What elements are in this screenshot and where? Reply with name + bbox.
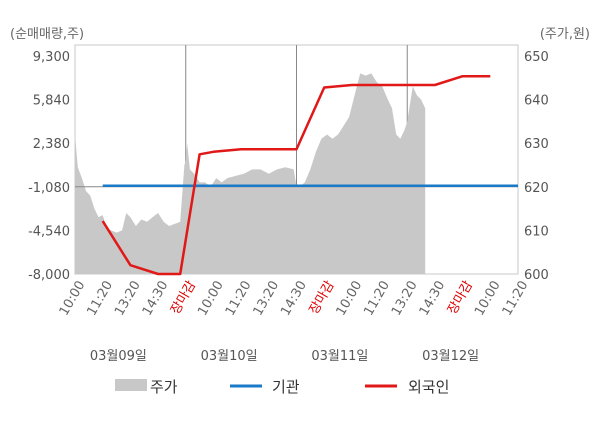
right-tick-label: 600 <box>524 268 549 283</box>
price-area-series <box>75 73 426 275</box>
right-tick-label: 630 <box>524 137 549 152</box>
right-axis-unit-label: (주가,원) <box>540 27 590 42</box>
left-tick-label: 2,380 <box>33 137 70 152</box>
price-area <box>75 73 426 275</box>
time-tick-label: 11:20 <box>223 279 255 319</box>
time-tick-label: 14:30 <box>417 279 449 319</box>
time-tick-label: 13:20 <box>112 279 144 319</box>
time-tick-label: 14:30 <box>278 279 310 319</box>
left-axis-unit-label: (순매매량,주) <box>10 27 84 42</box>
time-tick-label: 10:00 <box>57 279 89 319</box>
time-tick-label: 11:20 <box>500 279 532 319</box>
time-tick-label: 13:20 <box>389 279 421 319</box>
legend: 주가 기관 외국인 <box>115 378 449 396</box>
left-tick-label: -8,000 <box>28 268 70 283</box>
right-tick-label: 640 <box>524 94 549 109</box>
time-tick-label: 10:00 <box>472 279 504 319</box>
legend-label: 외국인 <box>408 378 449 396</box>
legend-label: 주가 <box>150 378 178 396</box>
left-tick-label: -4,540 <box>28 224 70 239</box>
left-axis-ticks: 9,300 5,840 2,380 -1,080 -4,540 -8,000 <box>28 50 70 283</box>
right-tick-label: 620 <box>524 181 549 196</box>
time-tick-label: 11:20 <box>361 279 393 319</box>
left-tick-label: 9,300 <box>33 50 70 65</box>
time-tick-label: 10:00 <box>195 279 227 319</box>
legend-swatch-price <box>115 379 147 391</box>
foreign-line-series <box>101 74 491 276</box>
x-axis-ticks: 10:0011:2013:2014:30장마감10:0011:2013:2014… <box>57 278 532 318</box>
right-tick-label: 650 <box>524 50 549 65</box>
right-axis-ticks: 650 640 630 620 610 600 <box>524 50 549 283</box>
time-tick-label: 14:30 <box>140 279 172 319</box>
time-tick-label: 11:20 <box>84 279 116 319</box>
foreign-line <box>101 74 491 276</box>
legend-label: 기관 <box>272 378 300 396</box>
date-label: 03월09일 <box>90 349 147 364</box>
time-tick-label: 13:20 <box>251 279 283 319</box>
right-tick-label: 610 <box>524 224 549 239</box>
date-label: 03월10일 <box>201 349 258 364</box>
date-label: 03월12일 <box>422 349 479 364</box>
left-tick-label: -1,080 <box>28 181 70 196</box>
time-tick-label: 10:00 <box>334 279 366 319</box>
left-tick-label: 5,840 <box>33 94 70 109</box>
date-label: 03월11일 <box>311 349 368 364</box>
date-labels: 03월09일 03월10일 03월11일 03월12일 <box>90 349 479 364</box>
